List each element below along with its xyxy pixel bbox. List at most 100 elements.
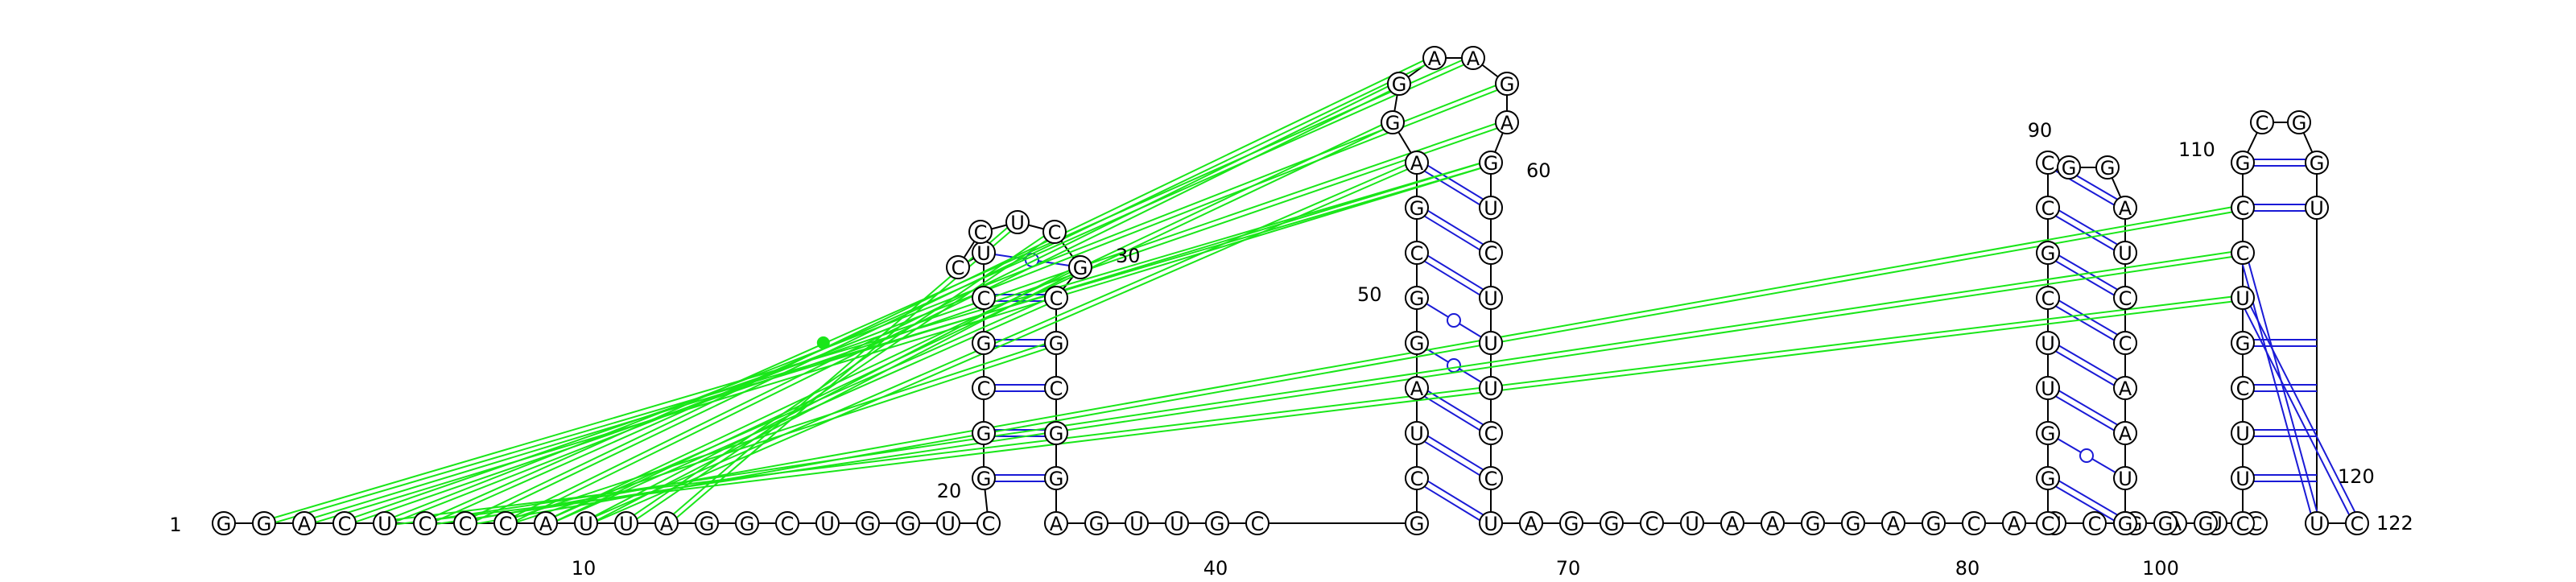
nucleotide-50: G bbox=[1405, 196, 1429, 220]
nucleotide-circle bbox=[2036, 376, 2060, 400]
nucleotide-22: G bbox=[972, 421, 996, 445]
nucleotide-circle bbox=[1841, 511, 1865, 535]
nucleotide-circle bbox=[453, 511, 477, 535]
nucleotide-89: U bbox=[2036, 376, 2060, 400]
nucleotide-circle bbox=[1479, 331, 1503, 355]
nucleotide-circle bbox=[2057, 155, 2081, 180]
nucleotide-letter: A bbox=[2008, 513, 2021, 535]
nucleotide-circle bbox=[493, 511, 518, 535]
nucleotide-letter: C bbox=[2041, 197, 2055, 220]
nucleotide-circle bbox=[1405, 376, 1429, 400]
tertiary-interaction-line bbox=[624, 229, 1054, 522]
nucleotide-letter: A bbox=[1467, 47, 1480, 70]
nucleotide-circle bbox=[1479, 421, 1503, 445]
nucleotide-14: G bbox=[735, 511, 759, 535]
position-label-90: 90 bbox=[2028, 119, 2053, 142]
nucleotide-37: A bbox=[1044, 511, 1068, 535]
nucleotide-15: C bbox=[775, 511, 799, 535]
nucleotide-circle bbox=[972, 331, 996, 355]
nucleotide-118: G bbox=[2287, 110, 2311, 134]
base-pair-line bbox=[1414, 209, 1490, 257]
tertiary-interaction-line bbox=[586, 163, 1418, 526]
nucleotide-circle bbox=[1044, 421, 1068, 445]
base-pair-line bbox=[2049, 384, 2128, 431]
nucleotide-letter: A bbox=[2119, 197, 2132, 220]
nucleotide-letter: C bbox=[781, 513, 795, 535]
nucleotide-letter: U bbox=[2118, 242, 2132, 265]
nucleotide-42: C bbox=[1245, 511, 1269, 535]
nucleotide-circle bbox=[2113, 376, 2137, 400]
nucleotide-circle bbox=[212, 511, 236, 535]
nucleotide-letter: C bbox=[1050, 287, 1063, 310]
nucleotide-circle bbox=[946, 255, 970, 279]
nucleotide-letter: C bbox=[2119, 287, 2132, 310]
nucleotide-51: A bbox=[1405, 151, 1429, 175]
nucleotide-86: C bbox=[2036, 511, 2060, 535]
nucleotide-16: U bbox=[815, 511, 840, 535]
nucleotide-2: G bbox=[252, 511, 276, 535]
nucleotide-letter: G bbox=[2041, 423, 2056, 445]
nucleotide-95: G bbox=[2057, 155, 2081, 180]
nucleotide-91: C bbox=[2036, 286, 2060, 310]
nucleotide-letter: G bbox=[217, 513, 232, 535]
nucleotide-circle bbox=[1479, 466, 1503, 490]
nucleotide-letter: C bbox=[1050, 378, 1063, 400]
nucleotide-letter: G bbox=[976, 423, 992, 445]
tertiary-interaction-line bbox=[345, 123, 1509, 526]
nucleotide-circle bbox=[2113, 511, 2137, 535]
nucleotide-letter: C bbox=[338, 513, 352, 535]
nucleotide-81: C bbox=[2083, 511, 2107, 535]
nucleotide-20: C bbox=[976, 511, 1001, 535]
nucleotide-circle bbox=[332, 511, 357, 535]
nucleotide-27: C bbox=[946, 255, 970, 279]
nucleotide-circle bbox=[2113, 286, 2137, 310]
nucleotide-letter: G bbox=[1385, 112, 1401, 134]
nucleotide-68: G bbox=[1559, 511, 1583, 535]
base-pair-line bbox=[2046, 480, 2124, 527]
nucleotide-letter: A bbox=[1410, 378, 1424, 400]
nucleotide-66: U bbox=[1479, 511, 1503, 535]
nucleotide-39: U bbox=[1125, 511, 1149, 535]
nucleotide-letter: G bbox=[976, 332, 992, 355]
nucleotide-letter: C bbox=[2236, 197, 2250, 220]
nucleotide-letter: C bbox=[2351, 513, 2364, 535]
nucleotide-circle bbox=[1881, 511, 1905, 535]
nucleotide-58: G bbox=[1479, 151, 1503, 175]
nucleotide-letter: U bbox=[1685, 513, 1699, 535]
nucleotide-circle bbox=[1205, 511, 1229, 535]
position-label-110: 110 bbox=[2178, 138, 2215, 161]
nucleotide-circle bbox=[972, 376, 996, 400]
tertiary-interaction-line bbox=[383, 80, 1507, 522]
nucleotide-102: A bbox=[2113, 421, 2137, 445]
nucleotide-65: C bbox=[1479, 466, 1503, 490]
nucleotide-letter: G bbox=[1049, 423, 1064, 445]
nucleotide-12: A bbox=[654, 511, 679, 535]
base-pair-line bbox=[2046, 345, 2124, 392]
nucleotide-18: G bbox=[896, 511, 920, 535]
nucleotide-circle bbox=[2036, 511, 2060, 535]
nucleotide-24: G bbox=[972, 331, 996, 355]
nucleotide-72: A bbox=[1720, 511, 1744, 535]
base-pair-line bbox=[2239, 299, 2355, 526]
nucleotide-120: U bbox=[2305, 196, 2329, 220]
base-pair-line bbox=[1414, 480, 1490, 527]
nucleotide-circle bbox=[1387, 72, 1411, 96]
nucleotide-circle bbox=[1405, 466, 1429, 490]
nucleotide-79: A bbox=[2002, 511, 2026, 535]
nucleotide-circle bbox=[2113, 196, 2137, 220]
nucleotide-letter: U bbox=[1129, 513, 1144, 535]
position-label-20: 20 bbox=[937, 480, 962, 502]
nucleotide-circle bbox=[968, 220, 993, 244]
nucleotide-circle bbox=[574, 511, 598, 535]
nucleotide-circle bbox=[2194, 511, 2218, 535]
nucleotide-circle bbox=[1801, 511, 1825, 535]
nucleotide-21: G bbox=[972, 466, 996, 490]
nucleotide-letter: U bbox=[1010, 212, 1025, 234]
nucleotide-7: C bbox=[453, 511, 477, 535]
nucleotide-78: C bbox=[1962, 511, 1986, 535]
nucleotide-75: G bbox=[1841, 511, 1865, 535]
nucleotide-circle bbox=[1405, 196, 1429, 220]
nucleotide-letter: C bbox=[1410, 242, 1424, 265]
nucleotide-letter: U bbox=[2310, 197, 2324, 220]
nucleotide-letter: G bbox=[740, 513, 755, 535]
